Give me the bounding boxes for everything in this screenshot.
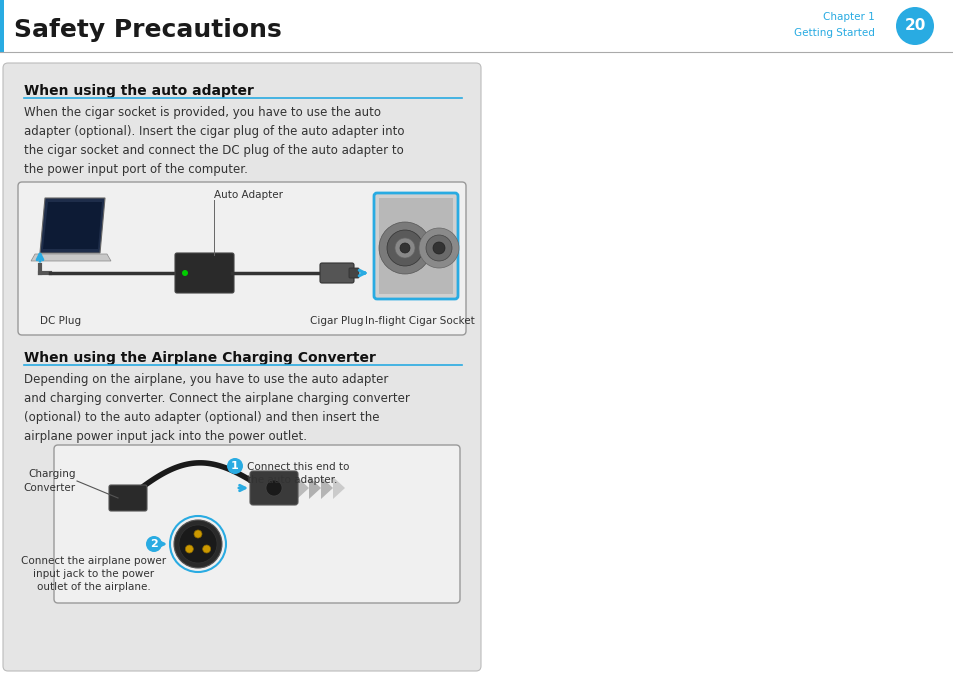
Text: In-flight Cigar Socket: In-flight Cigar Socket [365,316,475,326]
Text: 1: 1 [231,461,238,471]
Circle shape [227,458,243,474]
Circle shape [378,222,431,274]
FancyBboxPatch shape [250,471,297,505]
Text: 2: 2 [150,539,157,549]
FancyBboxPatch shape [3,63,480,671]
Polygon shape [296,477,309,499]
Circle shape [399,243,410,253]
Circle shape [179,525,216,563]
Polygon shape [333,477,345,499]
Text: Chapter 1: Chapter 1 [822,12,874,22]
Polygon shape [0,0,4,52]
Text: Connect this end to
the auto adapter.: Connect this end to the auto adapter. [247,462,349,485]
Text: 20: 20 [903,18,924,33]
Text: Getting Started: Getting Started [793,28,874,38]
Circle shape [202,545,211,553]
Text: Connect the airplane power
input jack to the power
outlet of the airplane.: Connect the airplane power input jack to… [21,556,167,592]
Text: Depending on the airplane, you have to use the auto adapter
and charging convert: Depending on the airplane, you have to u… [24,373,410,443]
FancyBboxPatch shape [349,268,358,278]
Text: When using the auto adapter: When using the auto adapter [24,84,253,98]
Text: Charging
Converter: Charging Converter [24,469,76,493]
Polygon shape [320,477,333,499]
FancyBboxPatch shape [378,198,453,294]
FancyBboxPatch shape [109,485,147,511]
Circle shape [387,230,422,266]
Circle shape [173,520,222,568]
Polygon shape [30,254,111,261]
Polygon shape [309,477,320,499]
Circle shape [418,228,458,268]
Text: When the cigar socket is provided, you have to use the auto
adapter (optional). : When the cigar socket is provided, you h… [24,106,404,176]
FancyBboxPatch shape [174,253,233,293]
Text: When using the Airplane Charging Converter: When using the Airplane Charging Convert… [24,351,375,365]
Circle shape [146,536,162,552]
Text: Safety Precautions: Safety Precautions [14,18,281,42]
Circle shape [395,238,415,258]
FancyBboxPatch shape [18,182,465,335]
Circle shape [266,480,282,496]
Circle shape [895,7,933,45]
Text: Auto Adapter: Auto Adapter [213,190,283,200]
Polygon shape [43,202,102,249]
Circle shape [182,270,188,276]
FancyBboxPatch shape [374,193,457,299]
Circle shape [185,545,193,553]
Text: Cigar Plug: Cigar Plug [310,316,363,326]
FancyBboxPatch shape [54,445,459,603]
Circle shape [433,242,444,254]
FancyBboxPatch shape [319,263,354,283]
Circle shape [426,235,452,261]
Circle shape [193,530,202,538]
Text: DC Plug: DC Plug [40,316,81,326]
Polygon shape [40,198,105,253]
